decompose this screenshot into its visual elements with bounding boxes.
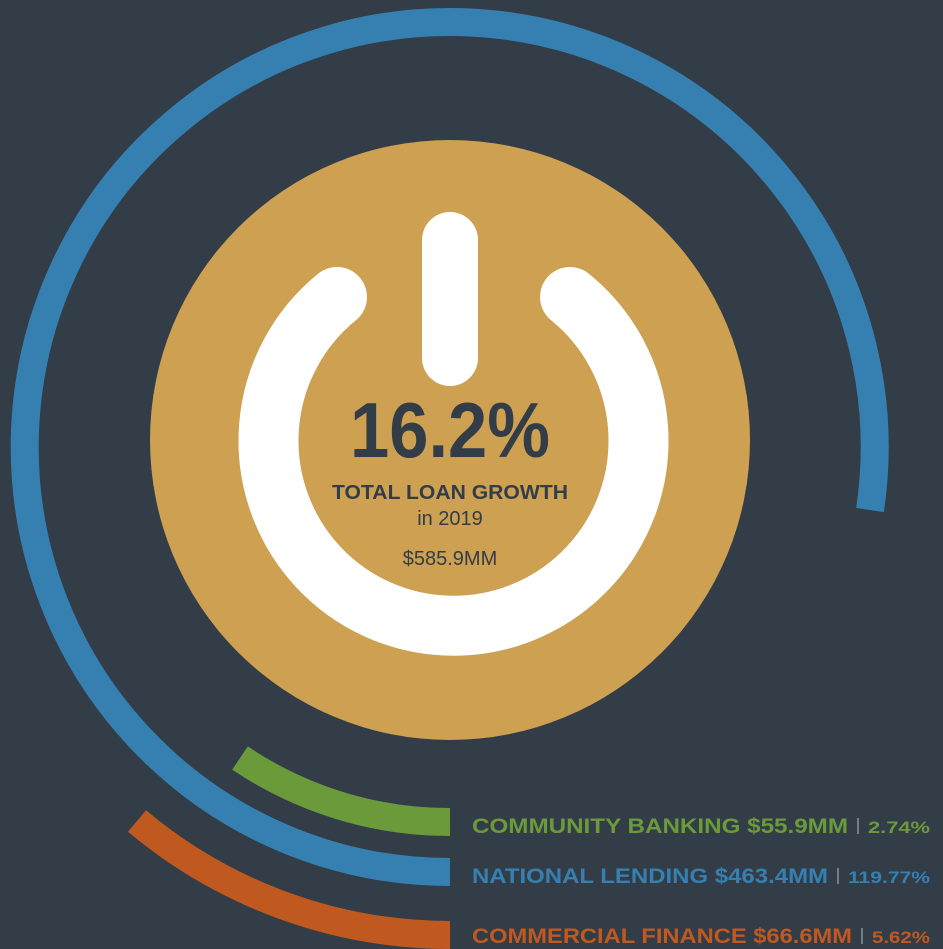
commercial-finance-arc xyxy=(128,810,451,949)
segment-share: 5.62% xyxy=(872,928,930,947)
national-lending-arc xyxy=(10,8,889,886)
power-ring xyxy=(238,267,669,656)
segment-name: COMMERCIAL FINANCE $66.6MM xyxy=(472,925,852,948)
community-banking-arc xyxy=(232,746,451,837)
legend: COMMUNITY BANKING $55.9MM 2.74% NATIONAL L… xyxy=(472,815,930,948)
headline: 16.2% xyxy=(350,386,550,474)
segment-name: NATIONAL LENDING $463.4MM xyxy=(472,865,828,888)
segment-share: 2.74% xyxy=(868,818,930,837)
amount: $585.9MM xyxy=(403,548,498,570)
caption: TOTAL LOAN GROWTH xyxy=(332,482,568,504)
period: in 2019 xyxy=(417,508,483,530)
segment-label: NATIONAL LENDING $463.4MM xyxy=(472,865,828,888)
segment-label: COMMERCIAL FINANCE $66.6MM xyxy=(472,925,852,948)
segment-name: COMMUNITY BANKING $55.9MM xyxy=(472,815,848,838)
segment-label: COMMUNITY BANKING $55.9MM xyxy=(472,815,848,838)
segment-share: 119.77% xyxy=(848,868,930,887)
